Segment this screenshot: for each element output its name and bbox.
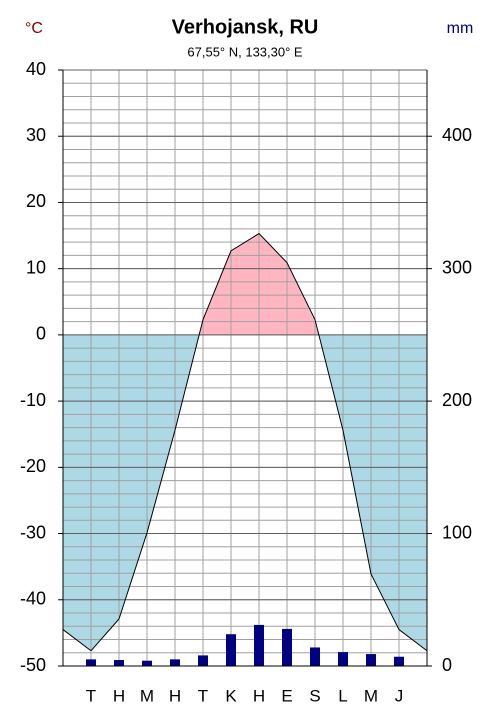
precipitation-bar: [310, 647, 320, 666]
precipitation-bar: [338, 652, 348, 666]
x-tick-label: L: [338, 686, 347, 705]
x-tick-label: T: [198, 686, 208, 705]
y2-tick-label: 200: [442, 390, 472, 410]
y-tick-label: 20: [26, 191, 46, 211]
precipitation-bar: [282, 628, 292, 666]
x-tick-label: M: [364, 686, 378, 705]
y2-tick-label: 100: [442, 522, 472, 542]
y2-tick-label: 0: [442, 655, 452, 675]
precipitation-bar: [170, 659, 180, 666]
precipitation-bar: [114, 660, 124, 666]
precipitation-bar: [394, 656, 404, 666]
x-tick-label: T: [86, 686, 96, 705]
y2-tick-label: 400: [442, 125, 472, 145]
precipitation-bar: [226, 634, 236, 666]
y2-tick-label: 300: [442, 257, 472, 277]
x-tick-label: J: [395, 686, 404, 705]
x-tick-label: M: [140, 686, 154, 705]
y-axis-label: °C: [25, 20, 43, 37]
chart-subtitle: 67,55° N, 133,30° E: [187, 44, 303, 59]
y-tick-label: 10: [26, 257, 46, 277]
y-tick-label: 0: [36, 324, 46, 344]
y-tick-label: -40: [20, 589, 46, 609]
y-tick-label: -30: [20, 522, 46, 542]
precipitation-bar: [366, 654, 376, 666]
y-tick-label: -20: [20, 456, 46, 476]
temperature-line-wrap: [62, 629, 92, 652]
chart-title: Verhojansk, RU: [172, 16, 319, 38]
warm-area: [63, 233, 427, 335]
precipitation-bar: [254, 624, 264, 666]
temperature-line-wrap: [398, 629, 428, 652]
y2-axis-label: mm: [447, 20, 474, 37]
x-tick-label: E: [281, 686, 292, 705]
precipitation-bar: [142, 660, 152, 666]
precipitation-bar: [198, 655, 208, 666]
precipitation-bar: [86, 659, 96, 666]
y-tick-label: 40: [26, 59, 46, 79]
y-tick-label: -50: [20, 655, 46, 675]
x-tick-label: H: [113, 686, 125, 705]
x-tick-label: H: [253, 686, 265, 705]
x-tick-label: S: [309, 686, 320, 705]
y-tick-label: 30: [26, 125, 46, 145]
x-tick-label: H: [169, 686, 181, 705]
y-tick-label: -10: [20, 390, 46, 410]
temperature-line: [90, 232, 400, 652]
x-tick-label: K: [225, 686, 237, 705]
